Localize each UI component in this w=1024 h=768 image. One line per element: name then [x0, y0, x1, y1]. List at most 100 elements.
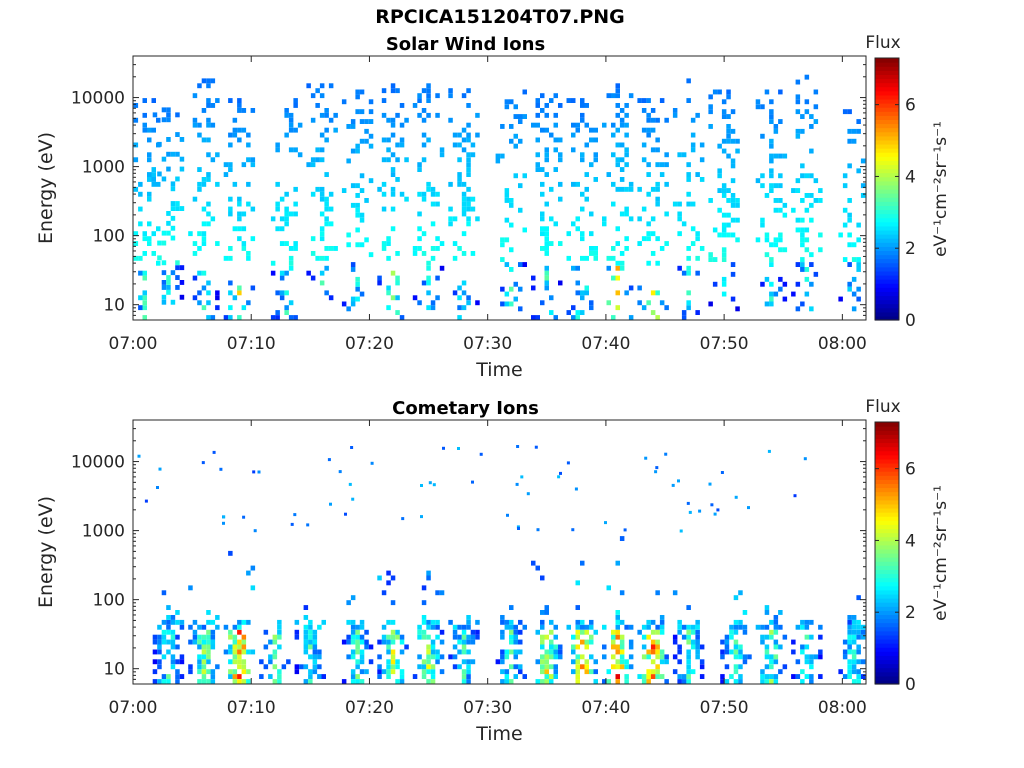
heatmap-cell	[800, 257, 805, 262]
heatmap-cell	[390, 654, 396, 660]
heatmap-cell	[540, 167, 545, 172]
heatmap-cell	[197, 181, 202, 187]
heatmap-cell	[500, 679, 505, 684]
heatmap-cell	[315, 157, 320, 163]
heatmap-cell	[466, 221, 471, 227]
heatmap-cell	[818, 634, 823, 640]
heatmap-cell	[677, 152, 682, 158]
heatmap-cell	[804, 247, 810, 253]
colorbar-segment	[875, 565, 899, 570]
heatmap-cell	[324, 221, 329, 227]
heatmap-cell	[161, 176, 167, 182]
heatmap-cell	[856, 679, 861, 684]
heatmap-cell	[390, 88, 396, 94]
heatmap-cell	[659, 246, 665, 251]
heatmap-cell	[293, 201, 298, 207]
heatmap-cell	[738, 649, 743, 655]
heatmap-cell	[628, 315, 634, 320]
colorbar-segment	[875, 561, 899, 566]
heatmap-cell	[404, 196, 409, 202]
colorbar-segment	[875, 86, 899, 92]
heatmap-cell	[232, 669, 238, 675]
colorbar-segment	[875, 589, 899, 595]
heatmap-cell	[272, 639, 278, 645]
heatmap-cell	[286, 659, 291, 665]
heatmap-cell	[509, 247, 514, 253]
heatmap-cell	[646, 679, 651, 684]
heatmap-cell	[166, 280, 171, 285]
heatmap-cell	[210, 216, 216, 222]
heatmap-cell	[355, 183, 360, 189]
heatmap-cell	[637, 300, 642, 306]
heatmap-cell	[764, 232, 770, 238]
heatmap-cell	[166, 629, 171, 635]
heatmap-cell	[439, 265, 445, 271]
heatmap-cell	[288, 315, 294, 320]
heatmap-cell	[457, 639, 462, 645]
heatmap-cell	[377, 575, 382, 581]
heatmap-cell	[500, 257, 505, 262]
heatmap-cell	[813, 271, 819, 277]
heatmap-cell	[615, 619, 620, 625]
colorbar-segment	[875, 184, 899, 190]
heatmap-cell	[641, 654, 647, 660]
heatmap-cell	[210, 157, 216, 163]
heatmap-cell	[575, 644, 580, 650]
heatmap-cell	[426, 181, 431, 187]
heatmap-cell	[288, 255, 294, 261]
heatmap-cell	[553, 674, 558, 679]
heatmap-cell	[804, 173, 810, 179]
heatmap-cell	[395, 310, 400, 315]
heatmap-cell	[166, 107, 171, 113]
heatmap-cell	[760, 624, 765, 630]
heatmap-cell	[201, 241, 207, 246]
heatmap-cell	[390, 191, 396, 197]
heatmap-cell	[457, 172, 462, 177]
heatmap-cell	[726, 94, 731, 100]
heatmap-cell	[210, 315, 216, 320]
heatmap-cell	[170, 270, 176, 276]
heatmap-cell	[399, 649, 405, 655]
heatmap-cell	[575, 634, 580, 640]
heatmap-cell	[795, 188, 801, 193]
heatmap-cell	[156, 260, 161, 266]
heatmap-cell	[615, 644, 620, 650]
heatmap-cell	[175, 265, 180, 271]
heatmap-cell	[328, 295, 334, 301]
heatmap-cell	[426, 93, 431, 99]
colorbar-tick-label: 2	[905, 603, 916, 623]
heatmap-cell	[170, 181, 176, 187]
heatmap-cell	[686, 162, 691, 168]
heatmap-cell	[346, 306, 351, 312]
heatmap-cell	[161, 299, 167, 305]
colorbar-segment	[875, 299, 899, 305]
heatmap-cell	[544, 275, 549, 281]
heatmap-cell	[641, 679, 647, 684]
heatmap-cell	[395, 664, 400, 670]
heatmap-cell	[720, 639, 725, 645]
heatmap-cell	[188, 231, 193, 237]
heatmap-cell	[571, 221, 576, 227]
heatmap-cell	[215, 98, 220, 103]
heatmap-cell	[170, 639, 176, 645]
heatmap-cell	[250, 236, 256, 242]
heatmap-cell	[324, 255, 329, 261]
heatmap-cell	[201, 221, 207, 227]
heatmap-cell	[589, 231, 594, 237]
heatmap-cell	[540, 659, 545, 665]
heatmap-cell	[161, 294, 167, 300]
colorbar-segment	[875, 602, 899, 607]
heatmap-cell	[461, 201, 467, 207]
heatmap-cell	[179, 265, 185, 271]
heatmap-cell	[500, 654, 505, 660]
heatmap-cell	[133, 117, 139, 123]
heatmap-cell	[655, 196, 660, 202]
heatmap-cell	[838, 232, 843, 238]
heatmap-cell	[293, 513, 297, 517]
colorbar-segment	[875, 671, 899, 677]
heatmap-cell	[377, 654, 382, 660]
heatmap-cell	[350, 674, 356, 679]
colorbar-title: Flux	[865, 33, 900, 53]
heatmap-cell	[580, 639, 585, 645]
heatmap-cell	[544, 127, 549, 133]
